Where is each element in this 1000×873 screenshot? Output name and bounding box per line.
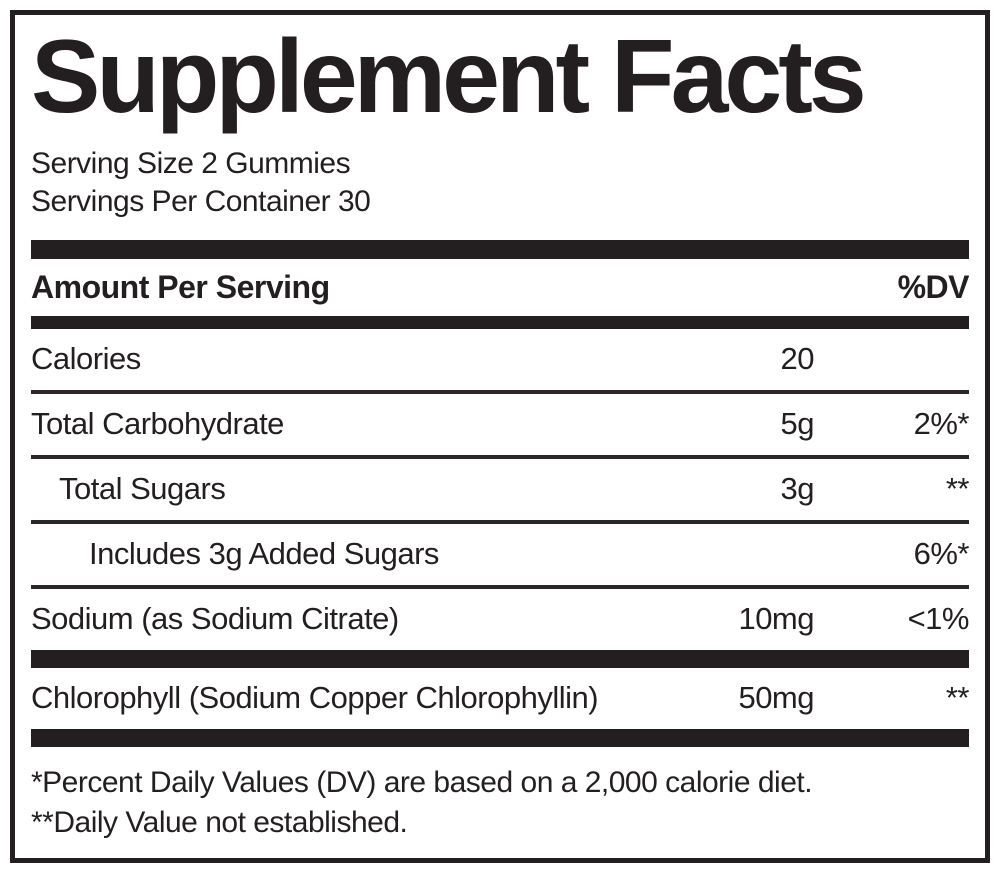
nutrient-name: Calories [31, 341, 141, 377]
divider-thick-middle [31, 650, 969, 669]
table-row-total-carbohydrate: Total Carbohydrate 5g 2%* [31, 394, 970, 460]
nutrient-name: Includes 3g Added Sugars [89, 536, 439, 572]
serving-info: Serving Size 2 Gummies Servings Per Cont… [31, 145, 969, 220]
nutrient-dv: ** [945, 680, 970, 716]
nutrient-name: Sodium (as Sodium Citrate) [31, 601, 399, 637]
amount-per-serving-header: Amount Per Serving [31, 269, 330, 306]
nutrient-dv: 6%* [913, 536, 970, 572]
nutrient-name: Total Carbohydrate [31, 406, 284, 442]
table-row-calories: Calories 20 [31, 329, 969, 395]
nutrient-dv: ** [945, 471, 970, 507]
nutrient-amount: 10mg [738, 601, 814, 637]
servings-per-container: Servings Per Container 30 [31, 184, 371, 218]
nutrient-amount: 3g [780, 471, 815, 507]
supplement-facts-label: Supplement Facts Serving Size 2 Gummies … [10, 10, 990, 863]
table-row-chlorophyll: Chlorophyll (Sodium Copper Chlorophyllin… [31, 668, 970, 729]
nutrient-dv: <1% [907, 601, 970, 637]
divider-medium-header [31, 316, 969, 330]
table-row-sodium: Sodium (as Sodium Citrate) 10mg <1% [31, 589, 970, 650]
nutrient-name: Total Sugars [59, 471, 226, 507]
nutrient-name: Chlorophyll (Sodium Copper Chlorophyllin… [31, 680, 599, 716]
nutrient-amount: 5g [780, 406, 815, 442]
divider-thick-lower [31, 729, 969, 748]
footnotes: *Percent Daily Values (DV) are based on … [31, 763, 969, 842]
divider-thick-top [31, 240, 969, 260]
table-header-row: Amount Per Serving %DV [31, 259, 970, 316]
nutrient-amount: 20 [780, 341, 815, 377]
label-title: Supplement Facts [31, 19, 867, 135]
nutrient-dv: 2%* [913, 406, 970, 442]
nutrient-amount: 50mg [738, 680, 814, 716]
table-row-added-sugars: Includes 3g Added Sugars 6%* [31, 524, 970, 590]
footnote-daily-values: *Percent Daily Values (DV) are based on … [31, 766, 813, 800]
dv-column-header: %DV [897, 269, 970, 306]
footnote-dv-not-established: **Daily Value not established. [31, 805, 408, 839]
serving-size: Serving Size 2 Gummies [31, 147, 351, 181]
table-row-total-sugars: Total Sugars 3g ** [31, 459, 970, 525]
